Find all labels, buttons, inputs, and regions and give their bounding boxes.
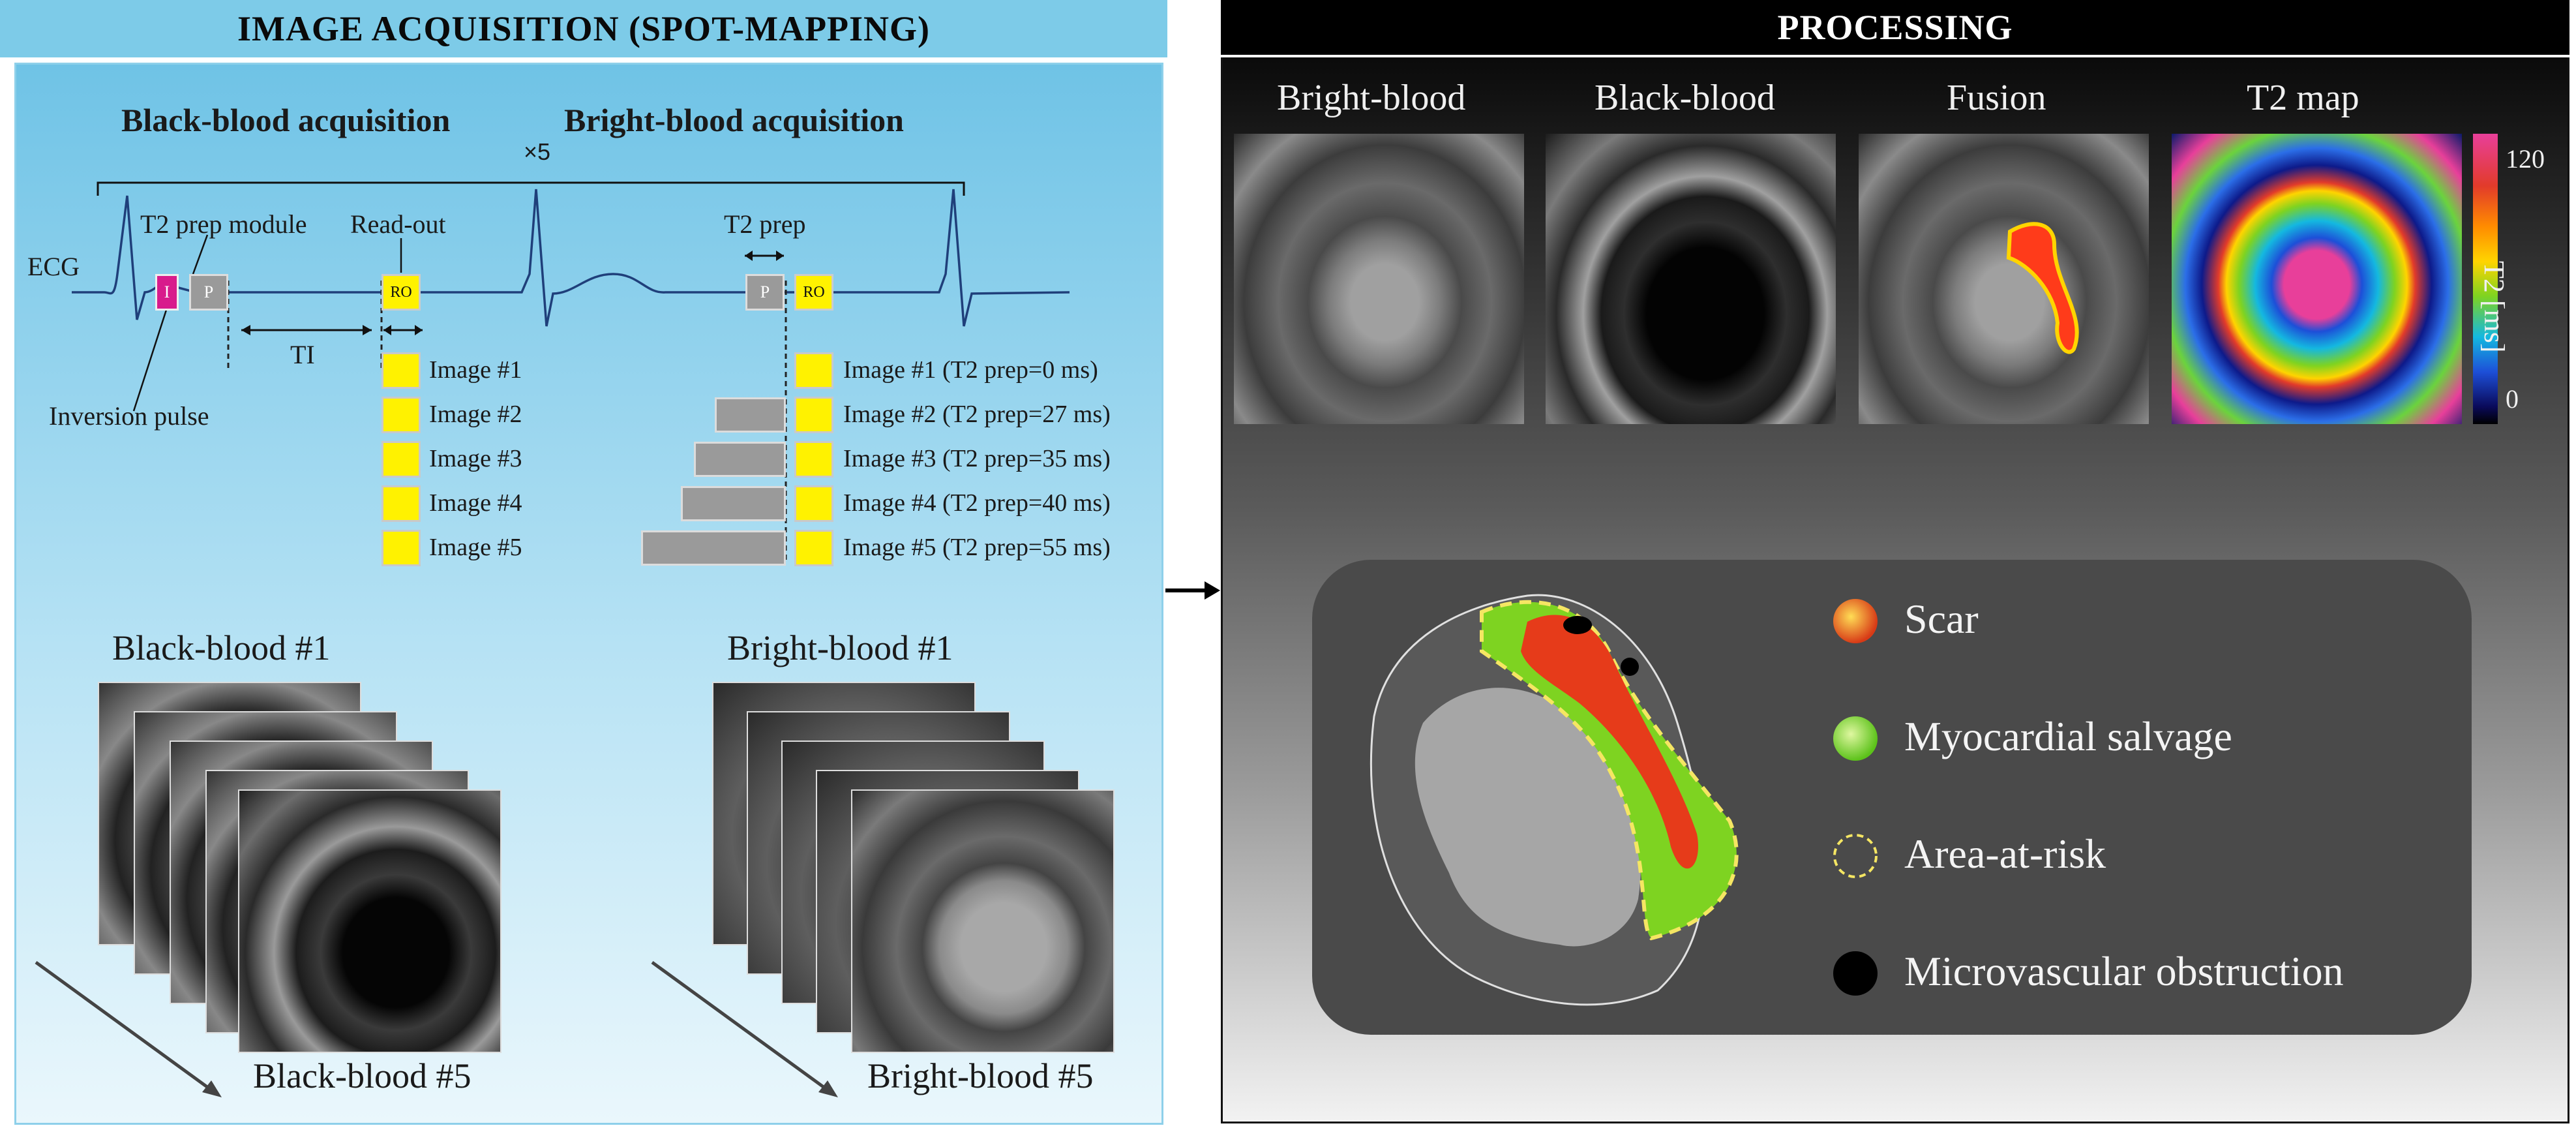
bright-image-box — [794, 397, 833, 433]
ti-label: TI — [290, 340, 315, 369]
t2-prep-label: T2 prep — [724, 209, 806, 239]
black-image-box — [382, 397, 421, 433]
colorbar-label: T2 [ms] — [2478, 261, 2510, 353]
legend-mvo: Microvascular obstruction — [1904, 948, 2344, 994]
fusion-scar-overlay — [2006, 222, 2079, 354]
black-image-label: Image #4 — [429, 489, 522, 517]
black-image-label: Image #2 — [429, 401, 522, 428]
bright-blood-acquisition-label: Bright-blood acquisition — [564, 102, 904, 138]
bright-blood-stack-image — [851, 789, 1115, 1053]
t2-prep-bar — [681, 486, 786, 521]
bright-image-label: Image #2 (T2 prep=27 ms) — [843, 401, 1111, 428]
legend-scar: Scar — [1904, 596, 1979, 642]
legend-area-at-risk: Area-at-risk — [1904, 831, 2106, 877]
bright-image-box — [794, 485, 833, 522]
inversion-pulse-label: Inversion pulse — [49, 401, 209, 431]
bright-blood-thumbnail — [1234, 134, 1524, 424]
black-image-box — [382, 352, 421, 389]
acquisition-title: IMAGE ACQUISITION (SPOT-MAPPING) — [237, 9, 931, 48]
black-image-box — [382, 530, 421, 566]
black-image-label: Image #3 — [429, 445, 522, 472]
salvage-marker — [1833, 716, 1878, 761]
fusion-thumbnail — [1859, 134, 2149, 424]
black-image-box — [382, 441, 421, 478]
t2-prep-bar — [641, 530, 786, 566]
connecting-arrow — [1165, 581, 1220, 600]
bright-image-label: Image #5 (T2 prep=55 ms) — [843, 534, 1111, 561]
legend-markers — [1833, 599, 1878, 996]
thumb-label-bright: Bright-blood — [1277, 78, 1466, 118]
colorbar-min: 0 — [2506, 384, 2519, 414]
black-image-label: Image #1 — [429, 356, 522, 384]
black-blood-acquisition-label: Black-blood acquisition — [121, 102, 451, 138]
area-at-risk-marker — [1833, 834, 1878, 878]
acquisition-header: IMAGE ACQUISITION (SPOT-MAPPING) — [0, 0, 1167, 57]
colorbar-max: 120 — [2506, 144, 2545, 174]
processing-title: PROCESSING — [1777, 8, 2013, 47]
mvo-marker — [1833, 951, 1878, 996]
t2-colorbar — [2473, 134, 2498, 424]
bright-image-box — [794, 441, 833, 478]
bright-image-box — [794, 530, 833, 566]
readout-box-bright: RO — [794, 274, 833, 311]
stack-black-first-label: Black-blood #1 — [112, 628, 331, 667]
black-image-label: Image #5 — [429, 534, 522, 561]
ecg-timing-diagram — [72, 181, 1070, 561]
readout-box-black: RO — [382, 274, 421, 311]
heart-schematic — [1370, 594, 1739, 1006]
stack-black-last-label: Black-blood #5 — [253, 1056, 472, 1095]
read-out-label: Read-out — [350, 209, 446, 239]
black-blood-stack-image — [238, 789, 502, 1053]
thumb-label-fusion: Fusion — [1947, 78, 2046, 118]
thumb-label-black: Black-blood — [1595, 78, 1775, 118]
bright-image-label: Image #1 (T2 prep=0 ms) — [843, 356, 1098, 384]
black-blood-thumbnail — [1546, 134, 1836, 424]
repeat-label: ×5 — [524, 138, 551, 165]
black-stack-arrow — [35, 960, 222, 1097]
black-image-box — [382, 485, 421, 522]
t2-map-thumbnail — [2172, 134, 2462, 424]
prep-box: P — [189, 274, 228, 311]
prep-box-bright: P — [745, 274, 785, 311]
thumb-label-t2map: T2 map — [2247, 78, 2359, 118]
bright-stack-arrow — [651, 960, 838, 1097]
bright-image-label: Image #3 (T2 prep=35 ms) — [843, 445, 1111, 472]
t2-prep-module-label: T2 prep module — [140, 209, 307, 239]
processing-header: PROCESSING — [1221, 0, 2569, 57]
t2-prep-bar — [715, 397, 786, 433]
bright-image-label: Image #4 (T2 prep=40 ms) — [843, 489, 1111, 517]
inversion-box: I — [155, 274, 179, 311]
bright-image-box — [794, 352, 833, 389]
t2-prep-bar — [694, 442, 786, 477]
ecg-label: ECG — [27, 252, 80, 281]
legend-salvage: Myocardial salvage — [1904, 713, 2232, 759]
scar-marker — [1833, 599, 1878, 643]
stack-bright-last-label: Bright-blood #5 — [867, 1056, 1094, 1095]
stack-bright-first-label: Bright-blood #1 — [727, 628, 953, 667]
